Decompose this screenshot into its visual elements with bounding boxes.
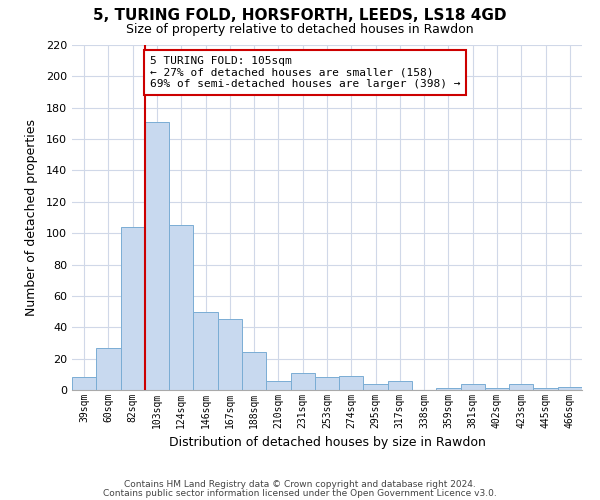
Bar bbox=[266, 380, 290, 390]
Bar bbox=[364, 384, 388, 390]
X-axis label: Distribution of detached houses by size in Rawdon: Distribution of detached houses by size … bbox=[169, 436, 485, 450]
Text: 5, TURING FOLD, HORSFORTH, LEEDS, LS18 4GD: 5, TURING FOLD, HORSFORTH, LEEDS, LS18 4… bbox=[93, 8, 507, 22]
Bar bbox=[193, 312, 218, 390]
Bar bbox=[96, 348, 121, 390]
Bar bbox=[485, 388, 509, 390]
Text: 5 TURING FOLD: 105sqm
← 27% of detached houses are smaller (158)
69% of semi-det: 5 TURING FOLD: 105sqm ← 27% of detached … bbox=[150, 56, 460, 89]
Bar bbox=[509, 384, 533, 390]
Bar bbox=[169, 226, 193, 390]
Bar bbox=[339, 376, 364, 390]
Text: Size of property relative to detached houses in Rawdon: Size of property relative to detached ho… bbox=[126, 22, 474, 36]
Bar bbox=[558, 387, 582, 390]
Y-axis label: Number of detached properties: Number of detached properties bbox=[25, 119, 38, 316]
Text: Contains public sector information licensed under the Open Government Licence v3: Contains public sector information licen… bbox=[103, 488, 497, 498]
Bar bbox=[290, 373, 315, 390]
Bar bbox=[145, 122, 169, 390]
Bar bbox=[388, 380, 412, 390]
Bar bbox=[242, 352, 266, 390]
Bar bbox=[533, 388, 558, 390]
Bar bbox=[315, 378, 339, 390]
Bar bbox=[121, 227, 145, 390]
Bar bbox=[461, 384, 485, 390]
Text: Contains HM Land Registry data © Crown copyright and database right 2024.: Contains HM Land Registry data © Crown c… bbox=[124, 480, 476, 489]
Bar bbox=[72, 378, 96, 390]
Bar bbox=[436, 388, 461, 390]
Bar bbox=[218, 320, 242, 390]
